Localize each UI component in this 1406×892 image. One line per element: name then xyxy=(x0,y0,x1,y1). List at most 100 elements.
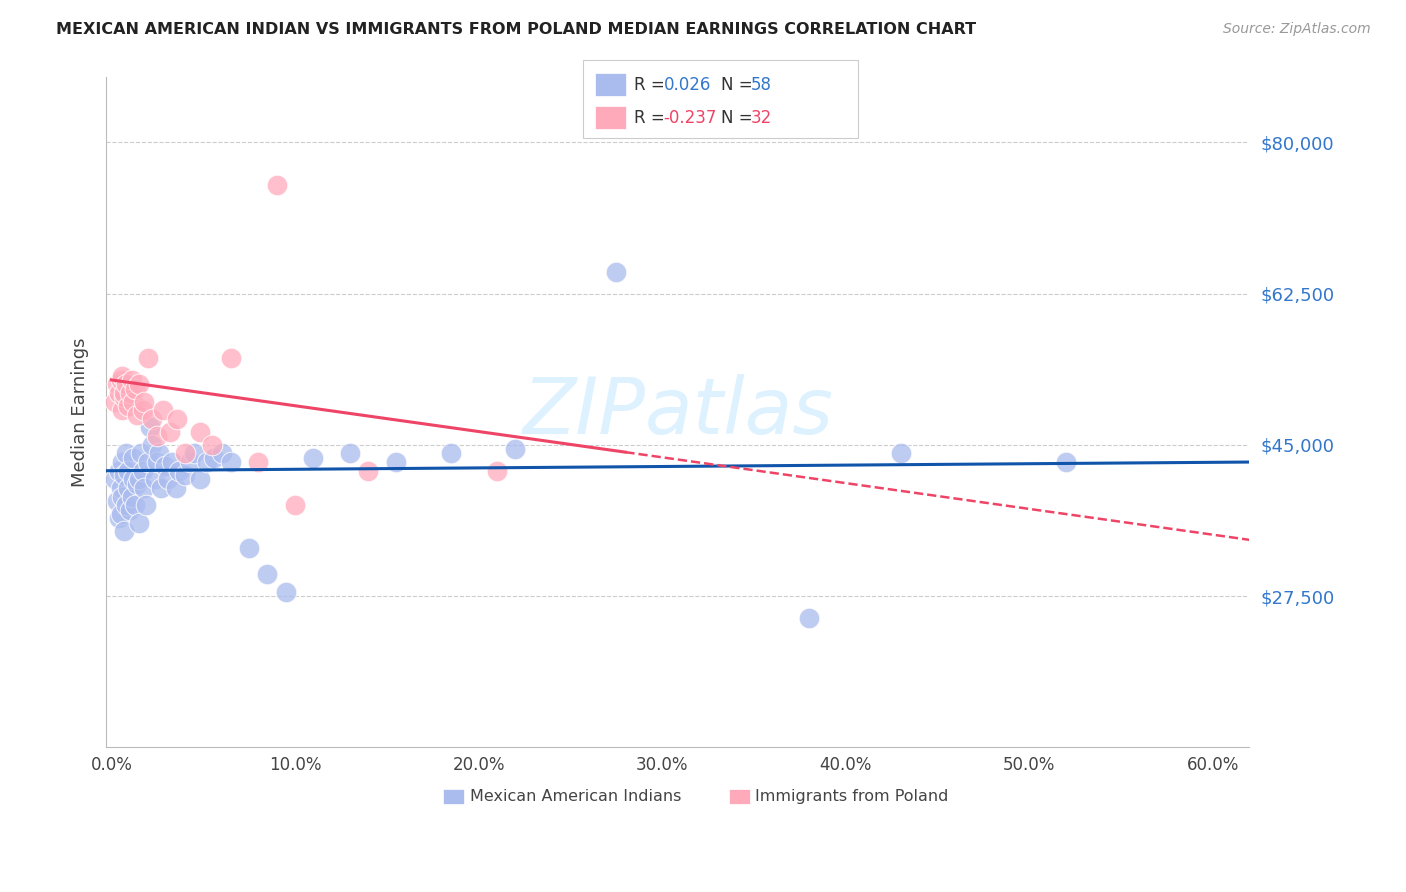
Point xyxy=(183,446,205,460)
Point xyxy=(122,472,145,486)
Point xyxy=(274,584,297,599)
Point xyxy=(1054,455,1077,469)
Point xyxy=(115,446,138,460)
Point xyxy=(149,481,172,495)
Point xyxy=(105,377,128,392)
Point xyxy=(124,382,146,396)
Point xyxy=(284,498,307,512)
Point xyxy=(188,425,211,439)
Point xyxy=(238,541,260,556)
Point xyxy=(339,446,361,460)
Point xyxy=(169,464,191,478)
Point xyxy=(135,498,157,512)
Point xyxy=(105,494,128,508)
Point xyxy=(124,498,146,512)
Point xyxy=(111,490,134,504)
Point xyxy=(104,472,127,486)
Point xyxy=(107,385,129,400)
Text: R =: R = xyxy=(634,76,665,94)
Point xyxy=(890,446,912,460)
Point xyxy=(134,481,156,495)
Point xyxy=(136,351,159,366)
Point xyxy=(173,468,195,483)
Point xyxy=(159,425,181,439)
Text: N =: N = xyxy=(721,109,752,127)
Text: 32: 32 xyxy=(751,109,772,127)
Point xyxy=(128,472,150,486)
Point xyxy=(148,446,170,460)
Point xyxy=(247,455,270,469)
Point xyxy=(153,459,176,474)
FancyBboxPatch shape xyxy=(443,789,464,805)
Point xyxy=(141,412,163,426)
Point xyxy=(797,610,820,624)
Point xyxy=(385,455,408,469)
Point xyxy=(256,567,278,582)
Point xyxy=(107,511,129,525)
Point xyxy=(122,394,145,409)
FancyBboxPatch shape xyxy=(730,789,749,805)
Point xyxy=(357,464,380,478)
Point xyxy=(146,429,169,443)
Text: 58: 58 xyxy=(751,76,772,94)
Point xyxy=(219,455,242,469)
Point xyxy=(201,438,224,452)
Point xyxy=(111,455,134,469)
Point xyxy=(503,442,526,456)
Point xyxy=(121,490,143,504)
Point xyxy=(173,446,195,460)
Point xyxy=(134,394,156,409)
Point xyxy=(152,403,174,417)
Point xyxy=(117,399,139,413)
Point xyxy=(111,403,134,417)
Point xyxy=(605,265,627,279)
Point xyxy=(131,464,153,478)
Text: -0.237: -0.237 xyxy=(664,109,717,127)
Point xyxy=(160,455,183,469)
Point xyxy=(111,368,134,383)
Point xyxy=(129,446,152,460)
Text: R =: R = xyxy=(634,109,665,127)
Point xyxy=(117,481,139,495)
Point xyxy=(179,455,201,469)
Point xyxy=(117,464,139,478)
Point xyxy=(141,438,163,452)
Point xyxy=(166,412,188,426)
Point xyxy=(195,455,218,469)
Point xyxy=(118,502,141,516)
Point xyxy=(219,351,242,366)
Point xyxy=(136,455,159,469)
Point xyxy=(122,450,145,465)
Point xyxy=(112,468,135,483)
Text: Source: ZipAtlas.com: Source: ZipAtlas.com xyxy=(1223,22,1371,37)
Point xyxy=(302,450,325,465)
Point xyxy=(110,507,132,521)
Point xyxy=(165,481,187,495)
Point xyxy=(485,464,508,478)
Text: 0.026: 0.026 xyxy=(664,76,711,94)
Point xyxy=(188,472,211,486)
Point xyxy=(115,498,138,512)
Y-axis label: Median Earnings: Median Earnings xyxy=(72,337,89,487)
Text: Immigrants from Poland: Immigrants from Poland xyxy=(755,789,949,805)
Point xyxy=(127,476,149,491)
Point xyxy=(118,385,141,400)
Point xyxy=(112,524,135,539)
Point xyxy=(139,420,162,434)
Point xyxy=(127,408,149,422)
Point xyxy=(104,394,127,409)
Text: MEXICAN AMERICAN INDIAN VS IMMIGRANTS FROM POLAND MEDIAN EARNINGS CORRELATION CH: MEXICAN AMERICAN INDIAN VS IMMIGRANTS FR… xyxy=(56,22,976,37)
Point xyxy=(128,377,150,392)
Point xyxy=(107,464,129,478)
Point xyxy=(266,178,288,193)
Point xyxy=(145,472,167,486)
Point xyxy=(146,455,169,469)
Point xyxy=(211,446,233,460)
Point xyxy=(202,450,225,465)
Text: Mexican American Indians: Mexican American Indians xyxy=(470,789,681,805)
Point xyxy=(112,390,135,404)
Point xyxy=(110,373,132,387)
Point xyxy=(131,403,153,417)
Point xyxy=(110,481,132,495)
Point xyxy=(115,377,138,392)
